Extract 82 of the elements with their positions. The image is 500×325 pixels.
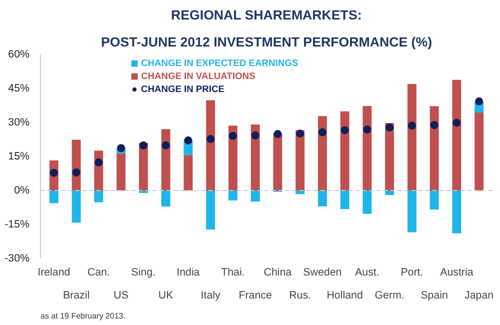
x-tick-label: Japan <box>464 290 494 302</box>
point <box>162 141 170 150</box>
point <box>475 97 484 106</box>
y-tick-label: 60% <box>8 48 30 60</box>
x-tick-label: Sweden <box>303 266 342 278</box>
text: as at 19 February 2013. <box>40 312 126 320</box>
bar <box>474 112 484 190</box>
x-tick-label: India <box>176 266 200 278</box>
bar <box>273 133 282 190</box>
point <box>430 121 438 129</box>
bar <box>385 190 394 196</box>
point <box>94 158 103 166</box>
x-tick-label: Italy <box>200 290 222 302</box>
y-tick-label: -30% <box>4 252 30 264</box>
point <box>296 130 304 138</box>
bar <box>407 84 416 190</box>
x-tick-label: Holland <box>326 290 363 302</box>
bar <box>452 80 462 190</box>
bar <box>206 100 216 190</box>
bar <box>340 111 350 190</box>
bar <box>430 106 439 190</box>
chart-subtitle: POST-JUNE 2012 INVESTMENT PERFORMANCE (%) <box>100 34 432 50</box>
bar <box>161 190 170 207</box>
bar <box>250 124 260 190</box>
x-tick-label: Brazil <box>62 290 90 302</box>
bar <box>184 155 193 190</box>
x-tick-label: Port. <box>400 266 424 278</box>
x-tick-label: Austria <box>440 266 474 278</box>
x-tick-label: Rus. <box>289 290 312 302</box>
point <box>184 136 192 144</box>
point <box>72 168 80 176</box>
x-tick-label: France <box>238 290 272 302</box>
x-tick-label: China <box>264 266 292 278</box>
x-tick-label: UK <box>158 290 174 302</box>
bar <box>430 190 439 210</box>
x-tick-label: US <box>114 290 128 302</box>
chart-title: REGIONAL SHAREMARKETS: <box>170 8 362 22</box>
y-tick-label: 45% <box>8 82 30 94</box>
bar <box>362 190 372 214</box>
point <box>363 126 372 134</box>
point <box>408 122 416 130</box>
point <box>251 131 260 140</box>
y-tick-label: 30% <box>8 116 30 128</box>
bar <box>250 190 260 202</box>
bar <box>340 190 350 210</box>
x-tick-label: Spain <box>420 290 448 302</box>
y-tick-label: 15% <box>8 150 30 162</box>
point <box>318 128 326 136</box>
bar <box>161 129 170 190</box>
point <box>452 118 461 127</box>
bar <box>318 116 327 190</box>
x-tick-label: Germ. <box>374 290 404 302</box>
bar <box>94 190 104 202</box>
x-tick-label: Ireland <box>38 266 70 278</box>
point <box>228 132 237 140</box>
bar <box>228 126 238 190</box>
y-tick-label: -15% <box>4 218 30 230</box>
bar <box>296 130 305 190</box>
point <box>340 126 349 134</box>
x-tick-label: Sing. <box>131 266 156 278</box>
legend-label: CHANGE IN EXPECTED EARNINGS <box>141 58 298 68</box>
bar <box>385 122 394 190</box>
bar <box>228 190 238 200</box>
point <box>386 123 394 132</box>
bar <box>318 190 327 206</box>
bar <box>72 190 81 223</box>
point <box>139 141 148 150</box>
legend-label: CHANGE IN VALUATIONS <box>141 71 256 81</box>
bar <box>362 106 372 190</box>
point <box>274 130 282 138</box>
x-tick-label: Thai. <box>221 266 245 278</box>
point <box>117 144 126 152</box>
bar <box>49 190 58 204</box>
bar <box>116 153 126 190</box>
y-tick-label: 0% <box>14 184 30 196</box>
bar <box>407 190 416 232</box>
x-tick-label: Can. <box>87 266 110 278</box>
bar <box>452 190 462 234</box>
point <box>206 135 215 144</box>
x-tick-label: Aust. <box>355 266 380 278</box>
legend-label: CHANGE IN PRICE <box>141 84 224 94</box>
bar <box>206 190 216 230</box>
